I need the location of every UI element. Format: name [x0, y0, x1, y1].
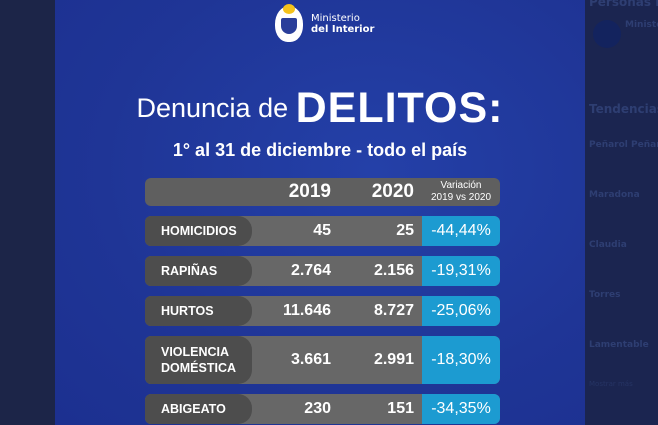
row-label: HOMICIDIOS	[145, 216, 252, 246]
variation: -25,06%	[422, 296, 500, 326]
table-row: HOMICIDIOS 45 25 -44,44%	[145, 216, 500, 246]
logo-line1: Ministerio	[311, 13, 360, 24]
subtitle: 1° al 31 de diciembre - todo el país	[172, 140, 468, 160]
value-2019: 230	[304, 400, 331, 417]
coat-of-arms-icon	[275, 4, 303, 42]
trend-item[interactable]: Torres	[589, 290, 621, 300]
table-header: 2019 2020 Variación 2019 vs 2020	[145, 178, 500, 206]
value-2019: 11.646	[282, 302, 331, 319]
value-2019: 3.661	[290, 351, 331, 368]
row-label: VIOLENCIA DOMÉSTICA	[145, 336, 252, 384]
value-2020: 151	[387, 400, 414, 417]
value-2020: 2.991	[373, 351, 414, 368]
table-row: RAPIÑAS 2.764 2.156 -19,31%	[145, 256, 500, 286]
trend-item[interactable]: Claudia	[589, 240, 627, 250]
row-label: HURTOS	[145, 296, 252, 326]
trend-item[interactable]: Maradona	[589, 190, 640, 200]
table-row: HURTOS 11.646 8.727 -25,06%	[145, 296, 500, 326]
row-label: RAPIÑAS	[145, 256, 252, 286]
show-more-link[interactable]: Mostrar más	[589, 380, 633, 388]
header-2020: 2020	[371, 181, 414, 202]
value-2019: 2.764	[290, 262, 331, 279]
trend-item[interactable]: Lamentable	[589, 340, 649, 350]
variation: -44,44%	[422, 216, 500, 246]
header-2019: 2019	[288, 181, 331, 202]
table-row: VIOLENCIA DOMÉSTICA 3.661 2.991 -18,30%	[145, 336, 500, 384]
backdrop-left[interactable]	[0, 0, 55, 425]
variation: -34,35%	[422, 394, 500, 424]
row-label: ABIGEATO	[145, 394, 252, 424]
tweet-image: Ministerio del Interior Denuncia de DELI…	[55, 0, 585, 425]
variation: -19,31%	[422, 256, 500, 286]
logo-line2: del Interior	[311, 24, 375, 35]
header-variation: Variación 2019 vs 2020	[430, 180, 492, 203]
title-main: DELITOS:	[295, 84, 504, 132]
value-2020: 2.156	[373, 262, 414, 279]
sidebar-dimmed: Personas rela Minister Tendencias p Peña…	[585, 0, 658, 425]
value-2020: 25	[396, 222, 414, 239]
avatar[interactable]	[593, 20, 621, 48]
title-prefix: Denuncia de	[136, 93, 296, 123]
value-2019: 45	[313, 222, 331, 239]
ministerio-logo: Ministerio del Interior	[275, 4, 375, 42]
table-row: ABIGEATO 230 151 -34,35%	[145, 394, 500, 424]
related-title: Personas rela	[589, 0, 658, 9]
trends-title: Tendencias p	[589, 102, 658, 116]
variation: -18,30%	[422, 336, 500, 384]
page-title: Denuncia de DELITOS:	[55, 84, 585, 133]
trend-item[interactable]: Peñarol Peñarol	[589, 140, 658, 150]
account-name[interactable]: Minister	[625, 20, 658, 30]
value-2020: 8.727	[373, 302, 414, 319]
